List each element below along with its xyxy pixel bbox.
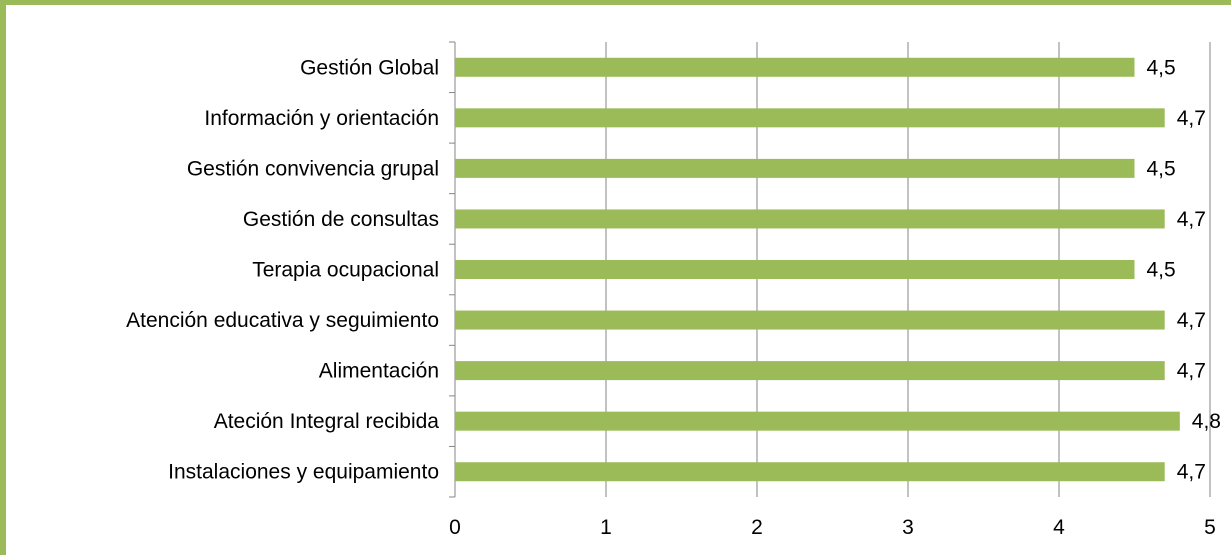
category-label: Instalaciones y equipamiento xyxy=(168,461,439,484)
bar xyxy=(455,462,1165,482)
value-label: 4,5 xyxy=(1147,157,1176,180)
x-tick-label: 0 xyxy=(449,516,461,539)
bar xyxy=(455,209,1165,229)
bar xyxy=(455,411,1180,431)
category-label: Gestión Global xyxy=(300,56,439,79)
bar xyxy=(455,260,1135,279)
x-tick-label: 3 xyxy=(902,516,914,539)
value-label: 4,5 xyxy=(1147,259,1176,282)
bar xyxy=(455,108,1165,128)
x-tick-label: 4 xyxy=(1053,516,1065,539)
value-labels: 4,5 4,7 4,5 4,7 4,5 4,7 4,7 4,8 4,7 xyxy=(1147,56,1222,483)
x-tick-label: 1 xyxy=(600,516,612,539)
bar xyxy=(455,310,1165,330)
value-label: 4,7 xyxy=(1177,461,1206,484)
category-label: Ateción Integral recibida xyxy=(214,410,440,433)
bar xyxy=(455,57,1135,77)
value-label: 4,7 xyxy=(1177,309,1206,332)
value-label: 4,8 xyxy=(1192,410,1221,433)
value-label: 4,7 xyxy=(1177,360,1206,383)
value-label: 4,7 xyxy=(1177,208,1206,231)
x-tick-label: 5 xyxy=(1204,516,1216,539)
bar xyxy=(455,158,1135,178)
category-label: Alimentación xyxy=(319,360,439,383)
category-label: Gestión de consultas xyxy=(243,208,439,231)
category-axis xyxy=(449,41,456,498)
category-label: Gestión convivencia grupal xyxy=(187,157,439,180)
x-tick-label: 2 xyxy=(751,516,763,539)
value-label: 4,5 xyxy=(1147,56,1176,79)
category-label: Atención educativa y seguimiento xyxy=(126,309,439,332)
value-label: 4,7 xyxy=(1177,107,1206,130)
category-label: Terapia ocupacional xyxy=(252,259,439,282)
bar xyxy=(455,361,1165,381)
bars xyxy=(455,57,1180,482)
category-labels: Gestión Global Información y orientación… xyxy=(126,56,439,483)
category-label: Información y orientación xyxy=(204,107,439,130)
x-tick-labels: 0 1 2 3 4 5 xyxy=(449,516,1216,539)
